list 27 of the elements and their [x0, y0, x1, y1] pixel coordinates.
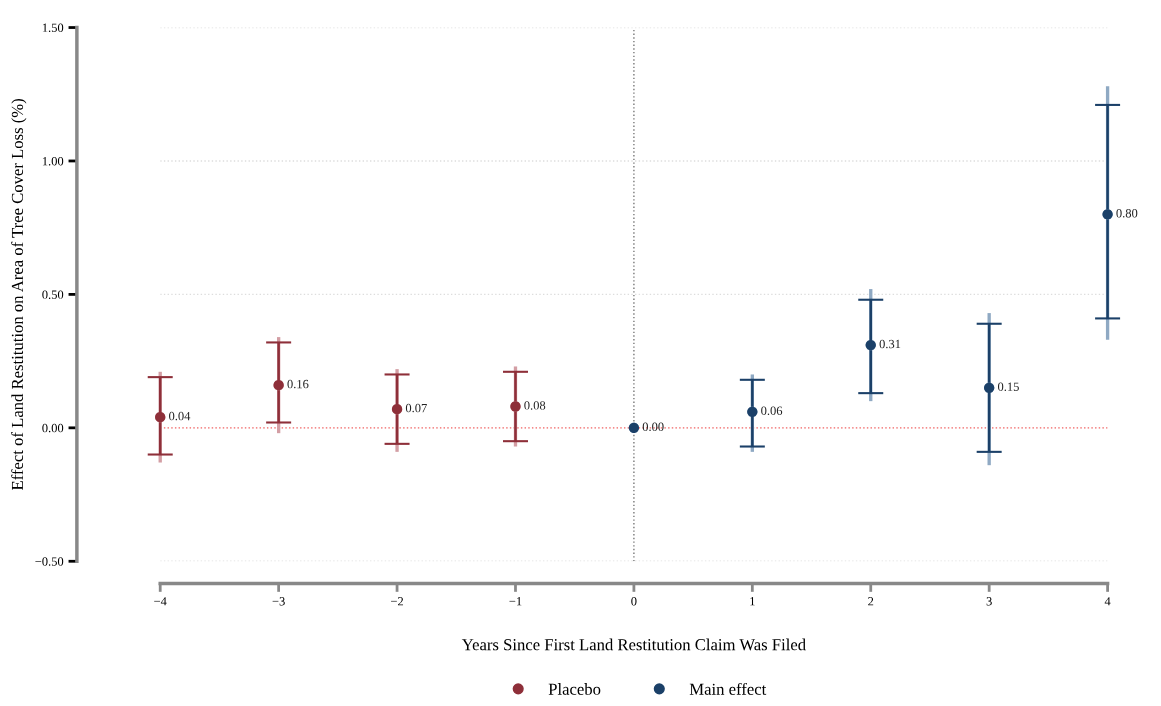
x-tick-label: −1: [509, 597, 522, 606]
data-label: 0.31: [879, 339, 901, 349]
data-label: 0.07: [405, 403, 427, 413]
data-label: 0.04: [169, 411, 191, 421]
data-label: 0.00: [642, 422, 664, 432]
data-label: 0.16: [287, 379, 309, 389]
x-tick-label: 4: [1104, 597, 1111, 606]
legend-label: Main effect: [689, 682, 767, 695]
x-tick-label: −2: [391, 597, 404, 606]
x-tick-label: 2: [868, 597, 874, 606]
data-label: 0.06: [761, 406, 783, 416]
x-tick-label: 0: [631, 597, 637, 606]
y-axis-title: Effect of Land Restitution on Area of Tree Cover Loss (%): [11, 99, 27, 491]
x-tick-label: 1: [750, 597, 755, 606]
x-axis-title: Years Since First Land Restitution Claim Was Filed: [461, 638, 806, 651]
y-tick-label: −0.50: [35, 557, 64, 566]
data-label: 0.80: [1116, 209, 1138, 218]
x-tick-label: −4: [154, 597, 167, 606]
x-tick-label: 3: [986, 597, 992, 606]
data-label: 0.15: [997, 382, 1019, 391]
legend-label: Placebo: [548, 683, 601, 695]
y-tick-label: 0.00: [42, 423, 64, 433]
x-tick-label: −3: [272, 597, 285, 606]
y-tick-label: 1.00: [42, 156, 64, 166]
y-tick-label: 1.50: [42, 23, 64, 33]
y-tick-label: 0.50: [42, 290, 64, 299]
data-label: 0.08: [524, 401, 546, 410]
